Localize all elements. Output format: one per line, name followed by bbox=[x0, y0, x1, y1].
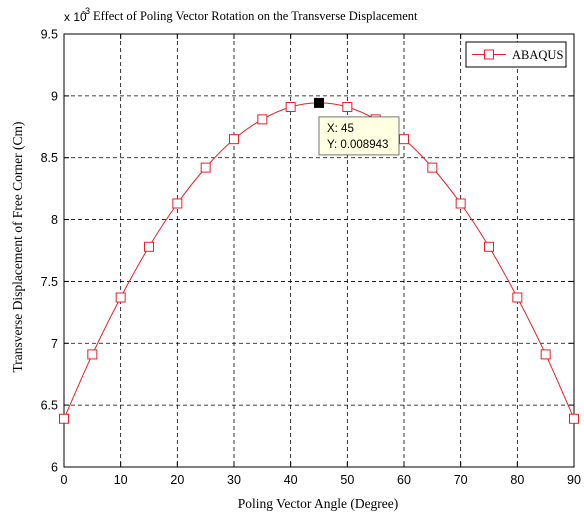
y-tick-label: 7.5 bbox=[41, 275, 58, 289]
y-axis-label: Transverse Displacement of Free Corner (… bbox=[10, 121, 25, 372]
x-tick-label: 30 bbox=[227, 473, 241, 487]
data-point bbox=[342, 101, 353, 112]
y-tick-label: 7 bbox=[51, 337, 58, 351]
axes bbox=[63, 33, 575, 468]
y-exponent-base: x 10 bbox=[64, 10, 87, 24]
datatip-x-text: X: 45 bbox=[327, 123, 354, 135]
x-tick-label: 50 bbox=[340, 473, 354, 487]
data-point-selected bbox=[314, 97, 324, 108]
data-point bbox=[427, 162, 438, 173]
legend: ABAQUS bbox=[465, 41, 567, 68]
legend-marker bbox=[484, 49, 494, 60]
x-tick-label: 10 bbox=[114, 473, 128, 487]
data-point bbox=[59, 413, 69, 424]
data-point bbox=[540, 349, 551, 360]
data-point bbox=[484, 241, 494, 252]
x-tick-label: 80 bbox=[510, 473, 524, 487]
chart-title: Effect of Poling Vector Rotation on the … bbox=[93, 9, 418, 23]
datatip: X: 45 Y: 0.008943 bbox=[318, 116, 400, 156]
data-point bbox=[399, 134, 409, 145]
data-point bbox=[144, 241, 154, 252]
datatip-box bbox=[318, 116, 400, 156]
y-tick-label: 6 bbox=[51, 461, 58, 475]
x-tick-label: 70 bbox=[454, 473, 468, 487]
y-tick-label: 8.5 bbox=[41, 151, 58, 165]
y-exponent-label: x 10 -3 bbox=[64, 6, 90, 24]
data-point bbox=[569, 413, 579, 424]
x-tick-label: 0 bbox=[61, 473, 68, 487]
y-tick-label: 6.5 bbox=[41, 399, 58, 413]
plot-frame bbox=[63, 33, 575, 468]
x-axis-label: Poling Vector Angle (Degree) bbox=[238, 496, 399, 511]
data-point bbox=[229, 134, 239, 145]
datatip-y-text: Y: 0.008943 bbox=[327, 139, 388, 151]
data-point bbox=[455, 198, 466, 209]
x-tick-label: 60 bbox=[397, 473, 411, 487]
data-point bbox=[115, 292, 126, 303]
data-point bbox=[285, 101, 296, 112]
data-point bbox=[172, 198, 183, 209]
x-tick-label: 20 bbox=[170, 473, 184, 487]
y-tick-label: 9.5 bbox=[41, 28, 58, 42]
data-point bbox=[200, 162, 211, 173]
y-tick-label: 8 bbox=[51, 213, 58, 227]
x-tick-label: 90 bbox=[567, 473, 581, 487]
tick-labels: 0 10 20 30 40 50 60 70 80 90 6 6.5 7 7.5 8 8.5 9 9.5 bbox=[41, 28, 581, 488]
data-point bbox=[257, 114, 268, 125]
data-series bbox=[59, 97, 579, 424]
y-tick-label: 9 bbox=[51, 89, 58, 103]
data-point bbox=[87, 349, 98, 360]
legend-label: ABAQUS bbox=[512, 48, 563, 62]
x-tick-label: 40 bbox=[284, 473, 298, 487]
data-point bbox=[512, 292, 523, 303]
y-exponent-power: -3 bbox=[82, 6, 90, 16]
